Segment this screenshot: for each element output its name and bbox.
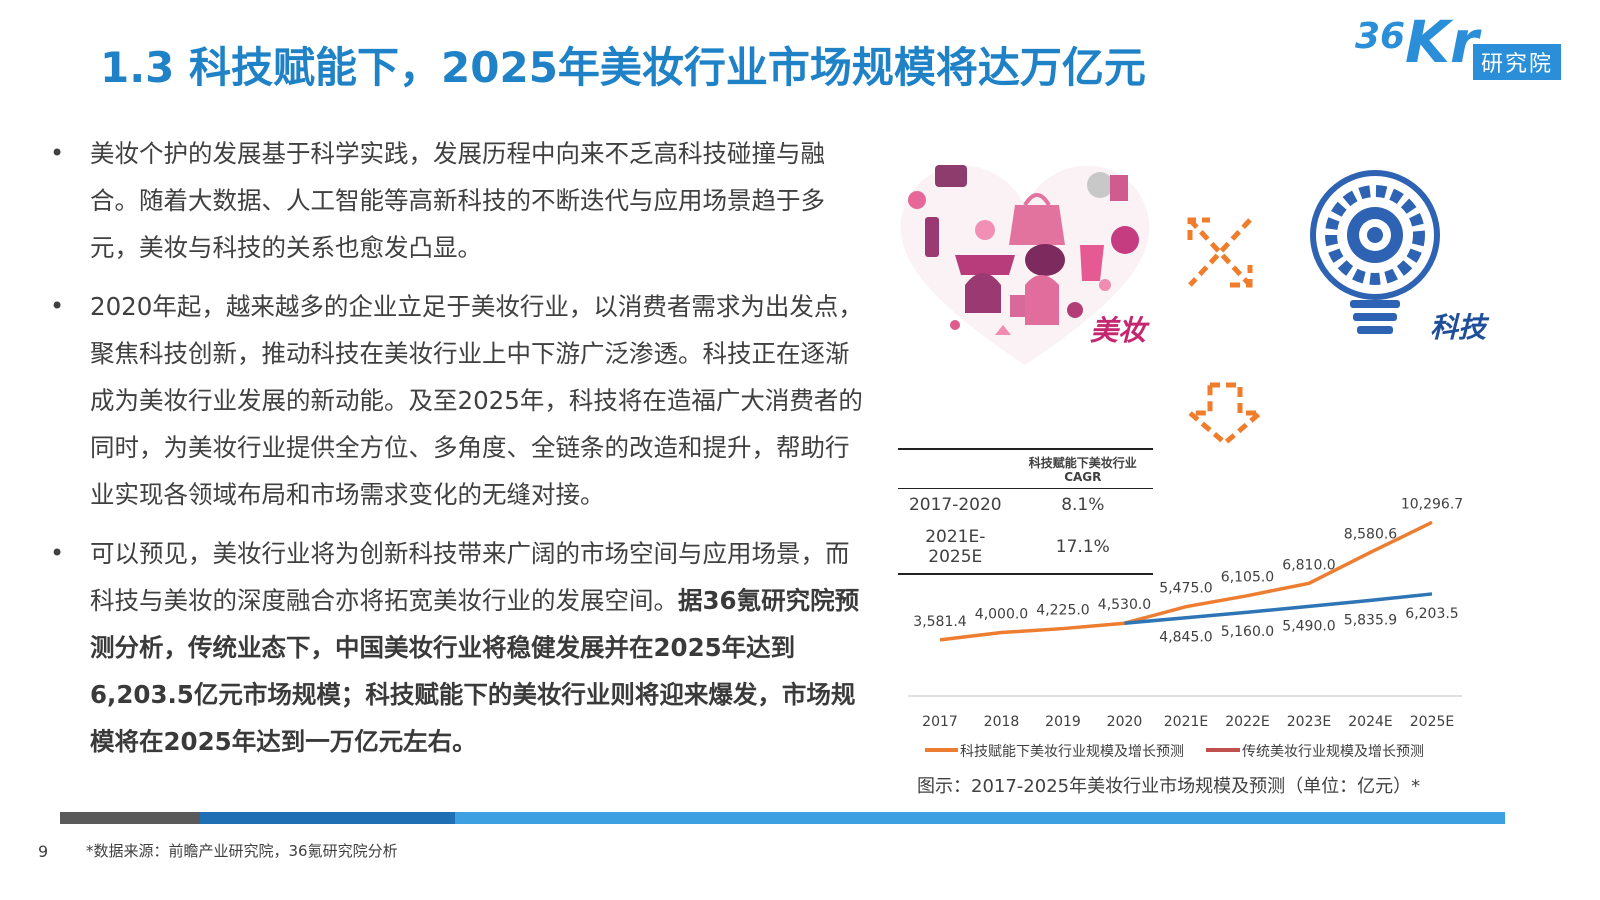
data-label: 5,835.9 <box>1344 612 1397 628</box>
data-label: 6,105.0 <box>1221 570 1274 586</box>
bullet-text: 可以预见，美妆行业将为创新科技带来广阔的市场空间与应用场景，而科技与美妆的深度融… <box>90 539 850 615</box>
cosmetics-heart-icon: 美妆 <box>900 165 1150 365</box>
bullet-text: 2020年起，越来越多的企业立足于美妆行业，以消费者需求为出发点，聚焦科技创新，… <box>90 292 863 509</box>
legend-label-traditional: 传统美妆行业规模及增长预测 <box>1242 744 1424 760</box>
x-tick-label: 2018 <box>984 714 1020 730</box>
bullet-item: • 美妆个护的发展基于科学实践，发展历程中向来不乏高科技碰撞与融合。随着大数据、… <box>50 130 870 271</box>
logo-36: 36 <box>1355 16 1406 57</box>
page-title: 1.3 科技赋能下，2025年美妆行业市场规模将达万亿元 <box>100 43 1146 92</box>
data-label: 5,490.0 <box>1282 618 1335 634</box>
footer-bar <box>60 812 1505 824</box>
table-row: 2017-2020 8.1% <box>898 489 1153 522</box>
bullet-bold-text: 据36氪研究院预测分析，传统业态下，中国美妆行业将稳健发展并在2025年达到6,… <box>90 586 860 756</box>
bullet-dot: • <box>50 539 65 567</box>
data-source-note: *数据来源：前瞻产业研究院，36氪研究院分析 <box>86 842 398 860</box>
series-line-tech <box>939 520 1433 642</box>
footer-bar-segment <box>200 812 455 824</box>
x-tick-label: 2024E <box>1348 714 1392 730</box>
x-tick-label: 2020 <box>1107 714 1143 730</box>
x-tick-label: 2017 <box>922 714 958 730</box>
down-arrow-icon <box>1183 382 1267 447</box>
data-label: 6,810.0 <box>1282 557 1335 573</box>
cagr-header: 科技赋能下美妆行业CAGR <box>1012 448 1153 489</box>
x-tick-label: 2023E <box>1287 714 1331 730</box>
data-label: 6,203.5 <box>1405 606 1458 622</box>
footer-bar-segment <box>60 812 200 824</box>
tech-label: 科技 <box>1430 311 1490 344</box>
chart-caption: 图示：2017-2025年美妆行业市场规模及预测（单位：亿元）* <box>917 776 1421 797</box>
beauty-label: 美妆 <box>1090 314 1150 347</box>
cagr-period: 2017-2020 <box>908 495 1002 515</box>
cagr-value: 17.1% <box>1012 521 1153 575</box>
x-tick-label: 2025E <box>1410 714 1454 730</box>
bullet-text: 美妆个护的发展基于科学实践，发展历程中向来不乏高科技碰撞与融合。随着大数据、人工… <box>90 139 825 262</box>
data-label: 10,296.7 <box>1401 496 1463 512</box>
bullet-item: • 可以预见，美妆行业将为创新科技带来广阔的市场空间与应用场景，而科技与美妆的深… <box>50 530 870 765</box>
data-label: 4,530.0 <box>1098 597 1151 613</box>
table-row: 2021E-2025E 17.1% <box>898 521 1153 575</box>
data-label: 4,000.0 <box>975 607 1028 623</box>
logo-kr: Kr <box>1405 8 1479 76</box>
data-label: 5,475.0 <box>1159 581 1212 597</box>
series-line-traditional <box>1124 592 1433 625</box>
cagr-value: 8.1% <box>1061 495 1105 515</box>
cagr-table: 科技赋能下美妆行业CAGR 2017-2020 8.1% 2021E-2025E… <box>898 448 1153 575</box>
bullet-dot: • <box>50 139 65 167</box>
x-tick-label: 2019 <box>1045 714 1081 730</box>
cagr-header-blank <box>898 448 1013 489</box>
bullet-item: • 2020年起，越来越多的企业立足于美妆行业，以消费者需求为出发点，聚焦科技创… <box>50 283 870 518</box>
logo-tag: 研究院 <box>1473 44 1562 80</box>
data-label: 3,581.4 <box>913 614 967 630</box>
page-number: 9 <box>38 842 49 861</box>
crossing-arrows-icon <box>1187 217 1253 288</box>
data-label: 4,225.0 <box>1036 603 1089 619</box>
brand-logo: 36 Kr 研究院 <box>1355 8 1585 82</box>
bullet-dot: • <box>50 292 65 320</box>
data-label: 4,845.0 <box>1159 630 1212 646</box>
legend-label-tech: 科技赋能下美妆行业规模及增长预测 <box>960 744 1184 760</box>
bullet-list: • 美妆个护的发展基于科学实践，发展历程中向来不乏高科技碰撞与融合。随着大数据、… <box>50 130 870 777</box>
footer-bar-segment <box>455 812 1505 824</box>
cagr-period: 2021E-2025E <box>898 521 1013 575</box>
data-label: 5,160.0 <box>1221 624 1274 640</box>
data-label: 8,580.6 <box>1344 526 1398 542</box>
market-size-line-chart: 3,581.4 4,000.0 4,225.0 4,530.0 5,475.0 6,105… <box>908 496 1463 760</box>
beauty-tech-illustration: 美妆 科技 <box>900 165 1490 447</box>
x-tick-label: 2022E <box>1225 714 1269 730</box>
legend: 科技赋能下美妆行业规模及增长预测 传统美妆行业规模及增长预测 <box>925 744 1424 760</box>
lightbulb-gear-icon: 科技 <box>1310 170 1490 344</box>
x-tick-label: 2021E <box>1164 714 1208 730</box>
